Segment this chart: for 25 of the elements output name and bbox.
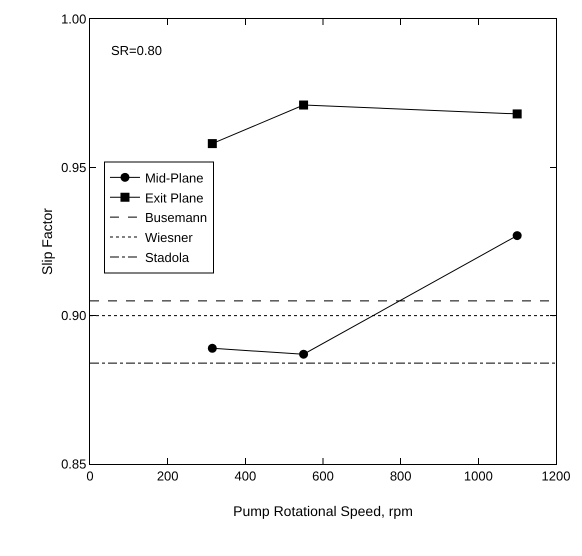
x-tick-label: 1200 [542,468,570,484]
x-tick-label: 0 [86,468,94,484]
x-tick-label: 600 [312,468,334,484]
point [512,109,522,118]
point [208,139,217,148]
x-tick-label: 1000 [464,468,493,484]
point [299,100,308,110]
x-tick-label: 200 [156,468,179,484]
annotation: SR=0.80 [111,43,162,58]
legend-label: Exit Plane [144,190,204,206]
point [512,231,522,240]
y-axis-title: Slip Factor [39,208,55,275]
legend-label: Stadola [144,250,190,266]
y-tick-label: 1.00 [61,12,86,27]
legend-label: Wiesner [144,230,194,246]
point [299,350,308,359]
legend-label: Mid-Plane [144,170,204,186]
x-tick-label: 800 [390,468,412,484]
point [208,344,217,353]
legend-label: Busemann [144,210,208,226]
y-tick-label: 0.90 [61,308,86,324]
x-tick-label: 400 [234,468,256,484]
x-axis-title: Pump Rotational Speed, rpm [233,503,413,519]
y-tick-label: 0.85 [61,456,86,472]
y-tick-label: 0.95 [61,160,86,175]
